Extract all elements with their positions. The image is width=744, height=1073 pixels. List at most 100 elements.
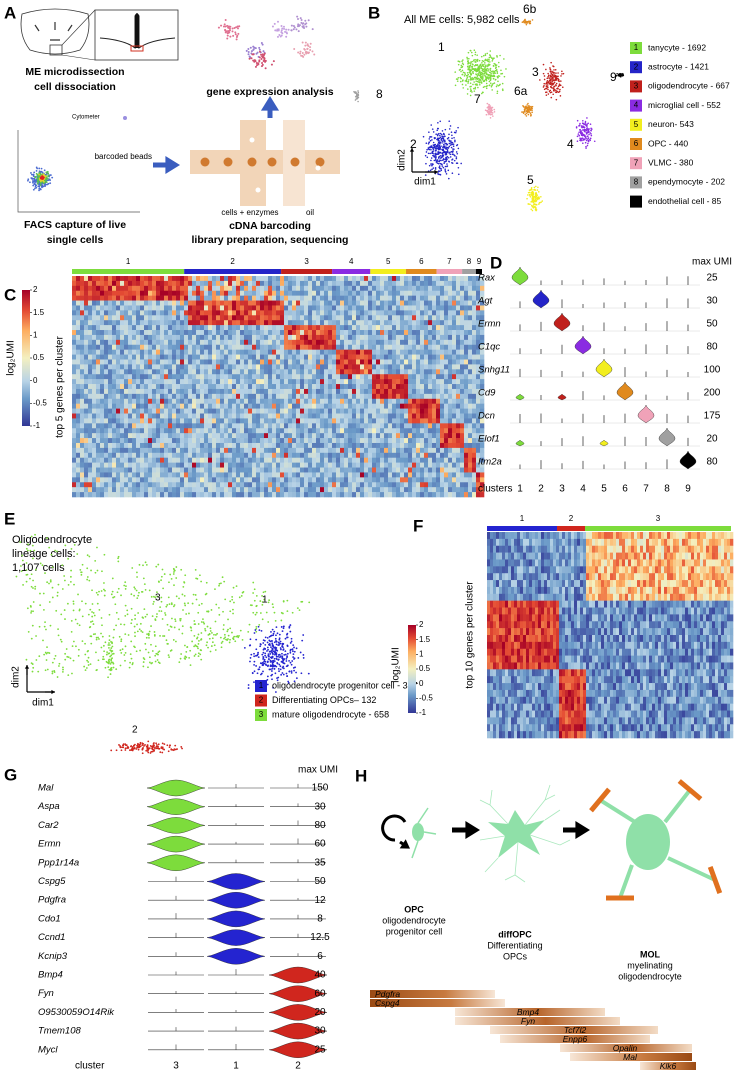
cluster-label: 5 [527,173,534,187]
cell-dot [469,76,471,78]
heatmap-cell [124,414,128,419]
cell-dot [304,23,306,25]
heatmap-cell [324,310,328,315]
heatmap-cell [108,468,112,473]
heatmap-cell [268,482,272,487]
heatmap-cell [208,305,212,310]
heatmap-cell [276,448,280,453]
heatmap-cell [312,301,316,306]
cell-dot [355,99,357,101]
heatmap-cell [148,414,152,419]
cell-dot [449,152,451,154]
heatmap-cell [236,310,240,315]
cell-dot [482,77,484,79]
heatmap-cell [192,404,196,409]
heatmap-cell [160,340,164,345]
heatmap-cell [160,350,164,355]
heatmap-cell [296,286,300,291]
heatmap-cell [196,286,200,291]
heatmap-cell [224,458,228,463]
cell-dot [232,27,234,29]
heatmap-cell [212,477,216,482]
heatmap-cell [112,315,116,320]
heatmap-cell [292,291,296,296]
heatmap-cell [100,428,104,433]
heatmap-cell [244,350,248,355]
heatmap-cell [152,443,156,448]
cell-dot [357,101,359,103]
heatmap-cell [268,350,272,355]
heatmap-cell [216,414,220,419]
heatmap-cell [124,345,128,350]
heatmap-cell [200,296,204,301]
heatmap-cell [244,276,248,281]
cell-dot [253,61,255,63]
cell-dot [355,92,357,94]
heatmap-cell [212,291,216,296]
heatmap-cell [236,448,240,453]
heatmap-cell [204,443,208,448]
heatmap-cell [104,477,108,482]
heatmap-cell [156,350,160,355]
heatmap-cell [124,286,128,291]
heatmap-cell [184,345,188,350]
cell-dot [494,76,496,78]
cell-dot [483,86,485,88]
heatmap-cell [96,276,100,281]
heatmap-cell [252,453,256,458]
heatmap-cell [112,433,116,438]
heatmap-cell [264,320,268,325]
cell-dot [479,60,481,62]
heatmap-cell [208,399,212,404]
heatmap-cell [184,394,188,399]
heatmap-cell [288,374,292,379]
heatmap-cell [316,418,320,423]
heatmap-cell [80,359,84,364]
heatmap-cell [288,276,292,281]
heatmap-cell [264,448,268,453]
heatmap-cell [92,345,96,350]
cell-dot [585,146,587,148]
heatmap-cell [292,418,296,423]
cluster-number: 6 [419,257,424,266]
heatmap-cell [104,364,108,369]
heatmap-cell [200,350,204,355]
heatmap-cell [312,428,316,433]
cell-dot [474,77,476,79]
heatmap-cell [164,276,168,281]
heatmap-cell [176,291,180,296]
heatmap-cell [108,315,112,320]
heatmap-cell [188,340,192,345]
axis-label: dim1 [414,177,436,188]
channel-label: oil [306,208,314,217]
cell-dot [530,208,532,210]
cell-dot [452,151,454,153]
heatmap-cell [104,320,108,325]
cell-dot [440,137,442,139]
heatmap-cell [96,369,100,374]
heatmap-cell [236,443,240,448]
heatmap-cell [96,320,100,325]
cell-dot [470,74,472,76]
heatmap-cell [244,394,248,399]
heatmap-cell [240,482,244,487]
heatmap-cell [120,355,124,360]
cell-dot [580,130,582,132]
cluster-bar [281,269,332,274]
heatmap-cell [164,443,168,448]
heatmap-cell [72,340,76,345]
heatmap-cell [208,487,212,492]
heatmap-cell [144,369,148,374]
heatmap-cell [180,409,184,414]
legend-label: OPC - 440 [648,138,688,148]
heatmap-cell [176,369,180,374]
heatmap-cell [140,443,144,448]
heatmap-cell [248,423,252,428]
heatmap-cell [180,468,184,473]
heatmap-cell [256,315,260,320]
heatmap-cell [96,428,100,433]
heatmap-cell [136,310,140,315]
heatmap-cell [224,487,228,492]
heatmap-cell [168,389,172,394]
cell-dot [437,122,439,124]
